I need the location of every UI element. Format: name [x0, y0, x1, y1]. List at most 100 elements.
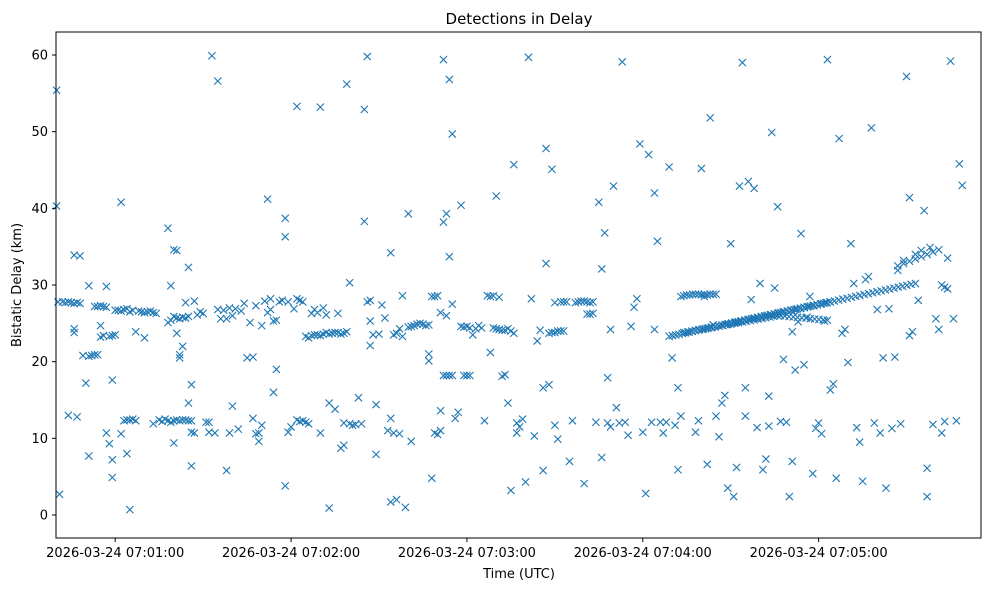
data-point	[934, 325, 943, 334]
data-point	[67, 298, 76, 307]
data-point	[928, 248, 937, 257]
data-point	[477, 323, 486, 332]
data-point	[266, 305, 275, 314]
data-point	[172, 329, 181, 338]
data-point	[442, 311, 451, 320]
data-point	[424, 320, 433, 329]
data-point	[911, 254, 920, 263]
data-point	[681, 328, 690, 337]
data-point	[131, 327, 140, 336]
data-point	[506, 486, 515, 495]
data-point	[278, 296, 287, 305]
data-point	[547, 328, 556, 337]
x-axis: 2026-03-24 07:01:00 2026-03-24 07:02:00 20…	[46, 538, 888, 561]
data-point	[105, 439, 114, 448]
data-point	[586, 310, 595, 319]
data-point	[521, 478, 530, 487]
x-tick-label: 2026-03-24 07:05:00	[750, 546, 888, 561]
data-point	[178, 342, 187, 351]
data-point	[791, 366, 800, 375]
data-point	[395, 324, 404, 333]
data-point	[958, 181, 967, 190]
y-tick-label: 20	[31, 355, 48, 370]
data-point	[445, 75, 454, 84]
data-point	[603, 373, 612, 382]
data-point	[272, 316, 281, 325]
data-point	[908, 327, 917, 336]
data-point	[656, 418, 665, 427]
data-point	[263, 195, 272, 204]
data-point	[823, 316, 832, 325]
data-point	[867, 123, 876, 132]
data-point	[61, 298, 70, 307]
data-point	[542, 144, 551, 153]
data-point	[550, 421, 559, 430]
data-point	[184, 263, 193, 272]
x-tick-label: 2026-03-24 07:03:00	[398, 546, 536, 561]
data-point	[597, 453, 606, 462]
data-point	[240, 299, 249, 308]
data-point	[946, 57, 955, 66]
data-point	[70, 299, 79, 308]
data-point	[137, 307, 146, 316]
data-point	[600, 228, 609, 237]
data-point	[483, 291, 492, 300]
data-point	[843, 358, 852, 367]
data-point	[342, 80, 351, 89]
data-point	[618, 57, 627, 66]
data-point	[556, 297, 565, 306]
data-point	[917, 252, 926, 261]
data-point	[621, 418, 630, 427]
data-point	[712, 290, 721, 299]
data-point	[492, 192, 501, 201]
data-point	[84, 281, 93, 290]
data-point	[559, 327, 568, 335]
data-point	[562, 297, 571, 306]
data-point	[556, 327, 565, 335]
data-point	[251, 301, 260, 310]
data-point	[392, 329, 401, 338]
data-point	[175, 350, 184, 359]
data-point	[539, 383, 548, 392]
data-point	[741, 412, 750, 421]
data-point	[480, 416, 489, 425]
data-point	[377, 300, 386, 309]
data-point	[436, 426, 445, 435]
data-point	[726, 239, 735, 248]
data-point	[764, 392, 773, 401]
data-point	[96, 301, 105, 310]
data-point	[207, 51, 216, 60]
data-point	[442, 371, 451, 380]
data-point	[380, 313, 389, 322]
data-point	[70, 324, 79, 333]
data-point	[819, 299, 828, 308]
data-point	[386, 414, 395, 423]
data-point	[676, 412, 685, 421]
data-point	[325, 504, 334, 513]
data-point	[272, 365, 281, 374]
data-point	[706, 113, 715, 122]
data-point	[465, 371, 474, 380]
data-point	[122, 449, 131, 458]
data-point	[166, 316, 175, 325]
data-point	[281, 232, 290, 241]
data-point	[202, 418, 211, 427]
data-point	[298, 297, 307, 306]
data-point	[691, 428, 700, 437]
data-point	[835, 134, 844, 143]
data-point	[653, 237, 662, 246]
data-point	[357, 419, 366, 428]
data-point	[257, 421, 266, 430]
data-point	[923, 464, 932, 473]
data-point	[248, 414, 257, 423]
data-point	[445, 252, 454, 261]
data-point	[855, 438, 864, 447]
x-tick-label: 2026-03-24 07:04:00	[574, 546, 712, 561]
data-point	[899, 259, 908, 268]
data-point	[184, 399, 193, 408]
data-point	[76, 299, 85, 308]
data-point	[237, 307, 246, 316]
data-point	[650, 189, 659, 197]
data-point	[588, 309, 597, 318]
data-point	[931, 314, 940, 323]
